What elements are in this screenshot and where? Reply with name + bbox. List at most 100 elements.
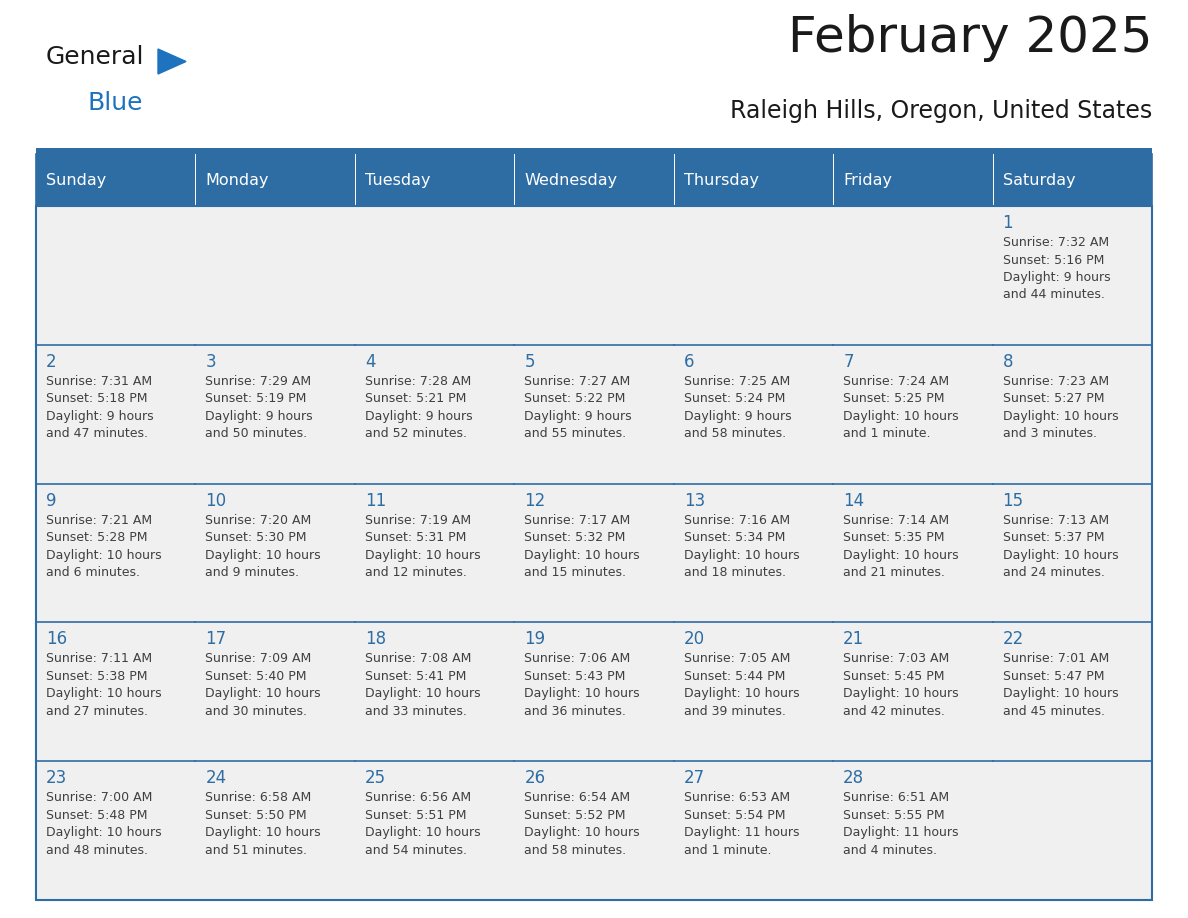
Text: 1: 1: [1003, 214, 1013, 232]
Text: 4: 4: [365, 353, 375, 371]
Bar: [196, 345, 355, 484]
Text: Sunrise: 6:58 AM
Sunset: 5:50 PM
Daylight: 10 hours
and 51 minutes.: Sunrise: 6:58 AM Sunset: 5:50 PM Dayligh…: [206, 791, 321, 856]
Text: 24: 24: [206, 769, 227, 788]
Text: Sunrise: 7:28 AM
Sunset: 5:21 PM
Daylight: 9 hours
and 52 minutes.: Sunrise: 7:28 AM Sunset: 5:21 PM Dayligh…: [365, 375, 473, 441]
Text: 2: 2: [46, 353, 57, 371]
Bar: [992, 622, 1152, 761]
Bar: [36, 148, 1152, 154]
Text: Sunrise: 7:25 AM
Sunset: 5:24 PM
Daylight: 9 hours
and 58 minutes.: Sunrise: 7:25 AM Sunset: 5:24 PM Dayligh…: [684, 375, 791, 441]
Bar: [674, 345, 833, 484]
Text: 16: 16: [46, 631, 68, 648]
Text: Sunrise: 7:29 AM
Sunset: 5:19 PM
Daylight: 9 hours
and 50 minutes.: Sunrise: 7:29 AM Sunset: 5:19 PM Dayligh…: [206, 375, 314, 441]
Text: 20: 20: [684, 631, 704, 648]
Text: Sunrise: 6:54 AM
Sunset: 5:52 PM
Daylight: 10 hours
and 58 minutes.: Sunrise: 6:54 AM Sunset: 5:52 PM Dayligh…: [524, 791, 640, 856]
Bar: [992, 484, 1152, 622]
Text: 11: 11: [365, 492, 386, 509]
Bar: [514, 761, 674, 900]
Bar: [355, 484, 514, 622]
Text: #1a1a1a: #1a1a1a: [46, 64, 52, 65]
Text: 12: 12: [524, 492, 545, 509]
Text: Monday: Monday: [206, 173, 268, 187]
Bar: [674, 484, 833, 622]
Bar: [833, 154, 992, 206]
Text: Sunrise: 7:24 AM
Sunset: 5:25 PM
Daylight: 10 hours
and 1 minute.: Sunrise: 7:24 AM Sunset: 5:25 PM Dayligh…: [843, 375, 959, 441]
Text: Saturday: Saturday: [1003, 173, 1075, 187]
Text: Sunrise: 7:23 AM
Sunset: 5:27 PM
Daylight: 10 hours
and 3 minutes.: Sunrise: 7:23 AM Sunset: 5:27 PM Dayligh…: [1003, 375, 1118, 441]
Text: 26: 26: [524, 769, 545, 788]
Bar: [992, 154, 1152, 206]
Polygon shape: [158, 49, 187, 74]
Text: 7: 7: [843, 353, 854, 371]
Bar: [674, 622, 833, 761]
Text: Sunrise: 7:03 AM
Sunset: 5:45 PM
Daylight: 10 hours
and 42 minutes.: Sunrise: 7:03 AM Sunset: 5:45 PM Dayligh…: [843, 653, 959, 718]
Text: Sunrise: 7:08 AM
Sunset: 5:41 PM
Daylight: 10 hours
and 33 minutes.: Sunrise: 7:08 AM Sunset: 5:41 PM Dayligh…: [365, 653, 480, 718]
Text: 14: 14: [843, 492, 864, 509]
Bar: [992, 345, 1152, 484]
Text: Friday: Friday: [843, 173, 892, 187]
Text: Sunrise: 7:00 AM
Sunset: 5:48 PM
Daylight: 10 hours
and 48 minutes.: Sunrise: 7:00 AM Sunset: 5:48 PM Dayligh…: [46, 791, 162, 856]
Text: 18: 18: [365, 631, 386, 648]
Text: Sunrise: 6:51 AM
Sunset: 5:55 PM
Daylight: 11 hours
and 4 minutes.: Sunrise: 6:51 AM Sunset: 5:55 PM Dayligh…: [843, 791, 959, 856]
Text: Sunrise: 7:17 AM
Sunset: 5:32 PM
Daylight: 10 hours
and 15 minutes.: Sunrise: 7:17 AM Sunset: 5:32 PM Dayligh…: [524, 513, 640, 579]
Bar: [674, 206, 833, 345]
Bar: [36, 761, 196, 900]
Text: Raleigh Hills, Oregon, United States: Raleigh Hills, Oregon, United States: [729, 99, 1152, 123]
Text: Thursday: Thursday: [684, 173, 759, 187]
Bar: [36, 154, 196, 206]
Bar: [36, 345, 196, 484]
Bar: [355, 761, 514, 900]
Bar: [36, 484, 196, 622]
Bar: [36, 622, 196, 761]
Bar: [514, 206, 674, 345]
Text: 27: 27: [684, 769, 704, 788]
Bar: [196, 484, 355, 622]
Text: 13: 13: [684, 492, 704, 509]
Bar: [833, 345, 992, 484]
Text: 17: 17: [206, 631, 227, 648]
Bar: [833, 484, 992, 622]
Text: Sunrise: 7:13 AM
Sunset: 5:37 PM
Daylight: 10 hours
and 24 minutes.: Sunrise: 7:13 AM Sunset: 5:37 PM Dayligh…: [1003, 513, 1118, 579]
Bar: [196, 154, 355, 206]
Bar: [992, 761, 1152, 900]
Text: Blue: Blue: [88, 91, 144, 115]
Text: Sunrise: 7:20 AM
Sunset: 5:30 PM
Daylight: 10 hours
and 9 minutes.: Sunrise: 7:20 AM Sunset: 5:30 PM Dayligh…: [206, 513, 321, 579]
Bar: [514, 345, 674, 484]
Text: 19: 19: [524, 631, 545, 648]
Text: Wednesday: Wednesday: [524, 173, 618, 187]
Bar: [833, 622, 992, 761]
Text: Sunrise: 7:11 AM
Sunset: 5:38 PM
Daylight: 10 hours
and 27 minutes.: Sunrise: 7:11 AM Sunset: 5:38 PM Dayligh…: [46, 653, 162, 718]
Bar: [833, 761, 992, 900]
Bar: [514, 484, 674, 622]
Text: 22: 22: [1003, 631, 1024, 648]
Text: February 2025: February 2025: [788, 15, 1152, 62]
Bar: [355, 154, 514, 206]
Text: Sunrise: 7:05 AM
Sunset: 5:44 PM
Daylight: 10 hours
and 39 minutes.: Sunrise: 7:05 AM Sunset: 5:44 PM Dayligh…: [684, 653, 800, 718]
Text: 10: 10: [206, 492, 227, 509]
Bar: [355, 622, 514, 761]
Text: Sunrise: 7:21 AM
Sunset: 5:28 PM
Daylight: 10 hours
and 6 minutes.: Sunrise: 7:21 AM Sunset: 5:28 PM Dayligh…: [46, 513, 162, 579]
Bar: [833, 206, 992, 345]
Bar: [196, 761, 355, 900]
Text: Sunrise: 7:09 AM
Sunset: 5:40 PM
Daylight: 10 hours
and 30 minutes.: Sunrise: 7:09 AM Sunset: 5:40 PM Dayligh…: [206, 653, 321, 718]
Bar: [992, 206, 1152, 345]
Text: 9: 9: [46, 492, 57, 509]
Bar: [514, 622, 674, 761]
Text: 6: 6: [684, 353, 694, 371]
Text: 3: 3: [206, 353, 216, 371]
Text: 25: 25: [365, 769, 386, 788]
Text: Sunrise: 7:01 AM
Sunset: 5:47 PM
Daylight: 10 hours
and 45 minutes.: Sunrise: 7:01 AM Sunset: 5:47 PM Dayligh…: [1003, 653, 1118, 718]
Text: Tuesday: Tuesday: [365, 173, 430, 187]
Bar: [355, 345, 514, 484]
Text: Sunrise: 7:14 AM
Sunset: 5:35 PM
Daylight: 10 hours
and 21 minutes.: Sunrise: 7:14 AM Sunset: 5:35 PM Dayligh…: [843, 513, 959, 579]
Text: Sunrise: 7:32 AM
Sunset: 5:16 PM
Daylight: 9 hours
and 44 minutes.: Sunrise: 7:32 AM Sunset: 5:16 PM Dayligh…: [1003, 236, 1111, 301]
Text: General: General: [46, 45, 145, 69]
Bar: [196, 206, 355, 345]
Text: Sunday: Sunday: [46, 173, 106, 187]
Bar: [514, 154, 674, 206]
Text: Sunrise: 7:27 AM
Sunset: 5:22 PM
Daylight: 9 hours
and 55 minutes.: Sunrise: 7:27 AM Sunset: 5:22 PM Dayligh…: [524, 375, 632, 441]
Text: Sunrise: 6:53 AM
Sunset: 5:54 PM
Daylight: 11 hours
and 1 minute.: Sunrise: 6:53 AM Sunset: 5:54 PM Dayligh…: [684, 791, 800, 856]
Text: Sunrise: 7:19 AM
Sunset: 5:31 PM
Daylight: 10 hours
and 12 minutes.: Sunrise: 7:19 AM Sunset: 5:31 PM Dayligh…: [365, 513, 480, 579]
Bar: [355, 206, 514, 345]
Text: 15: 15: [1003, 492, 1024, 509]
Text: 23: 23: [46, 769, 68, 788]
